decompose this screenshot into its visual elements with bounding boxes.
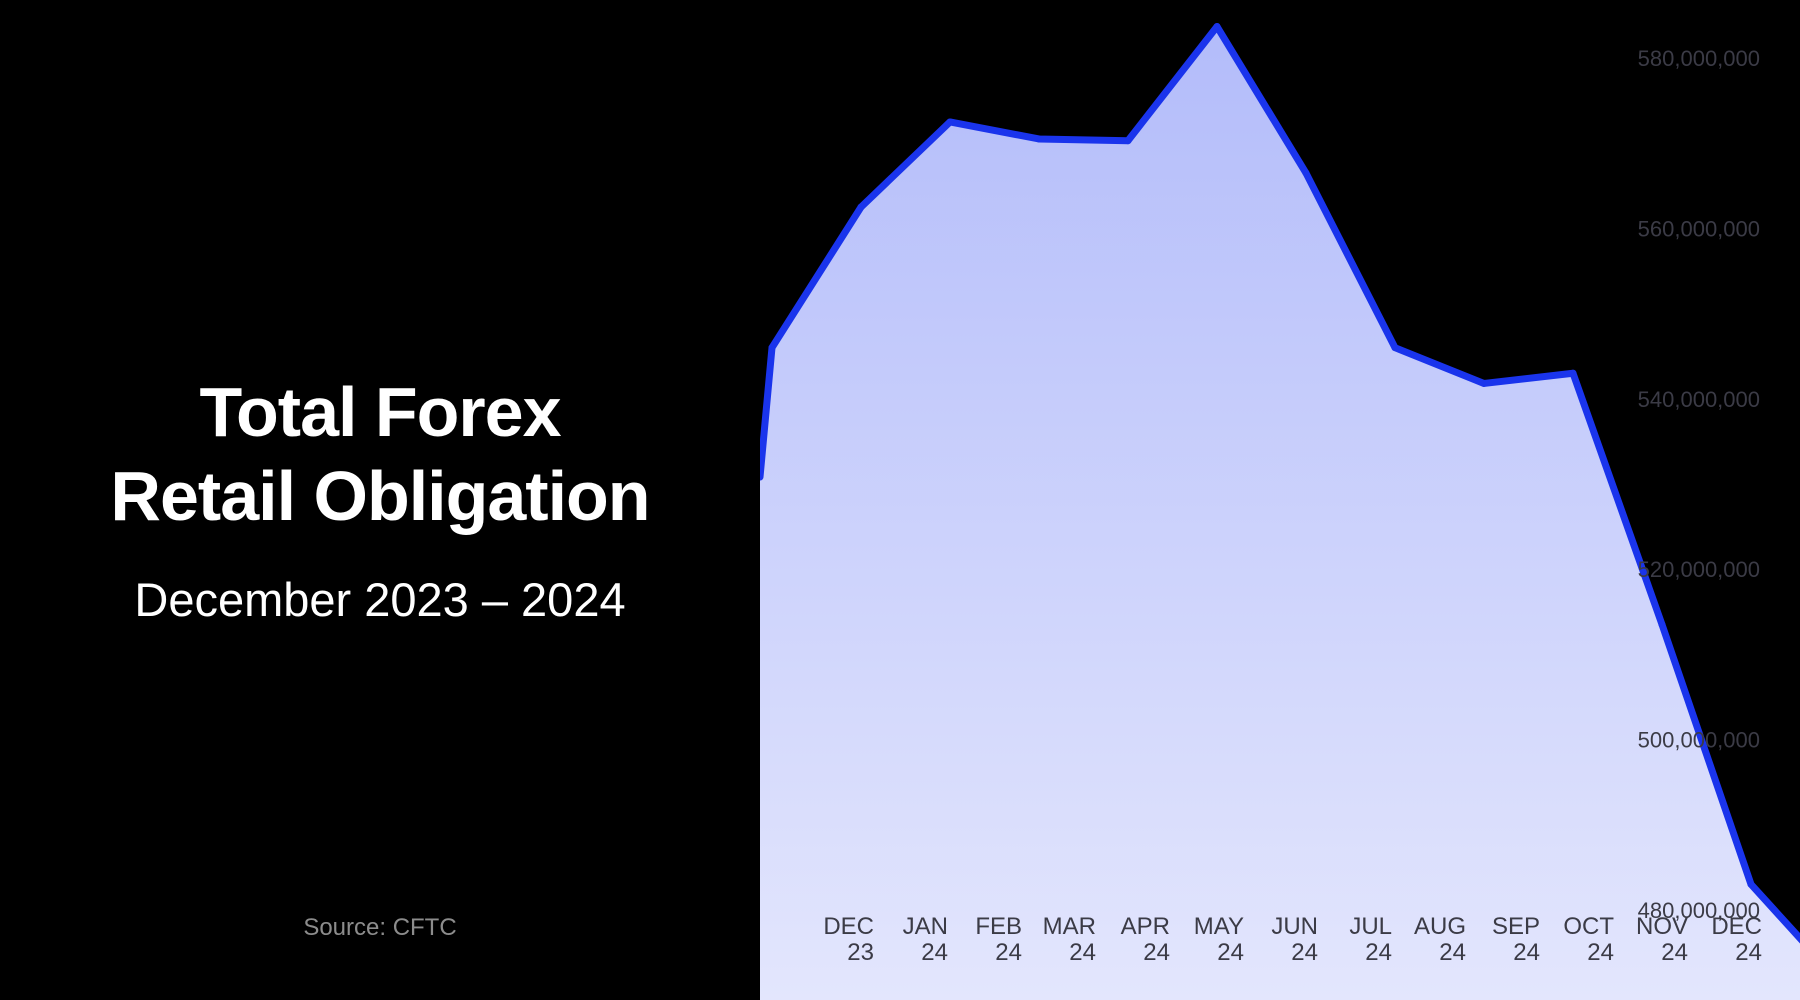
x-tick-year: 24 bbox=[1735, 939, 1762, 966]
x-tick-month: OCT bbox=[1563, 913, 1614, 940]
data-point-1 bbox=[857, 203, 865, 211]
x-tick-month: JUN bbox=[1271, 913, 1318, 940]
y-tick-label: 560,000,000 bbox=[1638, 216, 1760, 241]
x-tick-year: 24 bbox=[1365, 939, 1392, 966]
x-tick-year: 24 bbox=[1291, 939, 1318, 966]
chart-subtitle: December 2023 – 2024 bbox=[134, 573, 626, 626]
data-point-9 bbox=[1569, 369, 1577, 377]
data-point-10 bbox=[1658, 621, 1666, 629]
data-point-4 bbox=[1124, 137, 1132, 145]
x-tick-year: 24 bbox=[921, 939, 948, 966]
source-note: Source: CFTC bbox=[303, 914, 457, 941]
x-tick-year: 24 bbox=[1143, 939, 1170, 966]
x-tick-month: FEB bbox=[975, 913, 1022, 940]
chart-title: Total Forex Retail Obligation bbox=[0, 370, 760, 538]
x-tick-month: APR bbox=[1121, 913, 1170, 940]
data-point-3 bbox=[1035, 135, 1043, 143]
title-panel: Total Forex Retail Obligation December 2… bbox=[0, 0, 760, 1000]
x-tick-month: SEP bbox=[1492, 913, 1540, 940]
x-tick-year: 23 bbox=[847, 939, 874, 966]
x-tick-year: 24 bbox=[1217, 939, 1244, 966]
x-tick-year: 24 bbox=[1661, 939, 1688, 966]
chart-title-line-2: Retail Obligation bbox=[110, 457, 650, 535]
y-tick-label: 500,000,000 bbox=[1638, 728, 1760, 753]
data-point-11 bbox=[1747, 880, 1755, 888]
x-tick-year: 24 bbox=[1439, 939, 1466, 966]
data-point-6 bbox=[1302, 169, 1310, 177]
data-point-8 bbox=[1480, 379, 1488, 387]
x-tick-year: 24 bbox=[1069, 939, 1096, 966]
x-tick-month: DEC bbox=[1711, 913, 1762, 940]
area-chart: 480,000,000 500,000,000 520,000,000 540,000… bbox=[760, 23, 1800, 1000]
y-tick-label: 580,000,000 bbox=[1638, 46, 1760, 71]
x-tick-month: MAR bbox=[1043, 913, 1096, 940]
x-tick-month: DEC bbox=[823, 913, 874, 940]
series-line bbox=[760, 23, 1800, 944]
area-fill bbox=[760, 26, 1800, 1000]
x-tick-year: 24 bbox=[1513, 939, 1540, 966]
chart-title-line-1: Total Forex bbox=[199, 373, 561, 451]
x-tick-month: MAY bbox=[1194, 913, 1244, 940]
data-point-5 bbox=[1213, 23, 1221, 31]
x-tick-year: 24 bbox=[1587, 939, 1614, 966]
data-point-7 bbox=[1391, 344, 1399, 352]
y-tick-label: 480,000,000 bbox=[1638, 898, 1760, 923]
y-tick-label: 540,000,000 bbox=[1638, 387, 1760, 412]
data-point-0 bbox=[768, 344, 776, 352]
x-tick-month: AUG bbox=[1414, 913, 1466, 940]
y-tick-label: 520,000,000 bbox=[1638, 557, 1760, 582]
x-tick-month: NOV bbox=[1636, 913, 1688, 940]
x-tick-month: JAN bbox=[903, 913, 948, 940]
data-point-2 bbox=[946, 118, 954, 126]
x-tick-year: 24 bbox=[995, 939, 1022, 966]
chart-area: 480,000,000 500,000,000 520,000,000 540,000… bbox=[760, 0, 1800, 1000]
x-tick-month: JUL bbox=[1349, 913, 1392, 940]
